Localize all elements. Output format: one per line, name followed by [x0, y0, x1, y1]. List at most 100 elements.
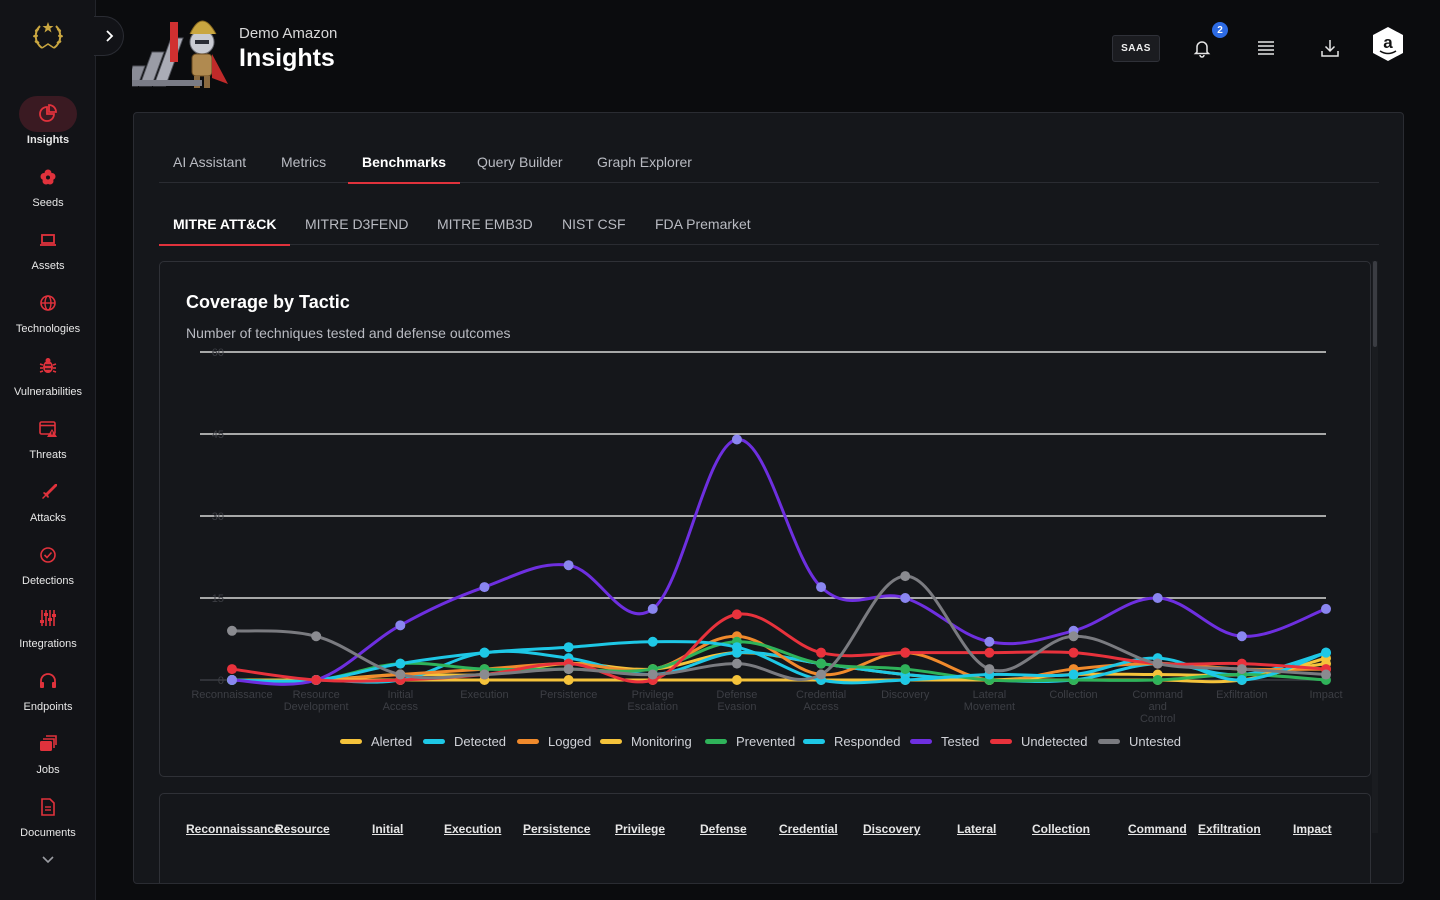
- chevron-down-icon[interactable]: [40, 852, 56, 868]
- menu-list-button[interactable]: [1254, 36, 1278, 60]
- spartan-mascot-icon: [132, 20, 228, 88]
- data-point-monitoring: [731, 675, 742, 685]
- sidebar-item-jobs[interactable]: Jobs: [0, 726, 96, 786]
- legend-swatch-prevented: [705, 739, 727, 744]
- sidebar-item-seeds[interactable]: Seeds: [0, 159, 96, 219]
- tab-mitre-d3fend[interactable]: MITRE D3FEND: [305, 216, 409, 232]
- tactics-table-card: Reconnaissance Resource Initial Execution Pe…: [159, 793, 1371, 883]
- legend-label-alerted: Alerted: [371, 734, 412, 749]
- table-header-defense[interactable]: Defense: [700, 822, 747, 836]
- flower-icon: [40, 169, 56, 185]
- data-point-responded: [900, 675, 911, 685]
- plan-badge[interactable]: SAAS: [1112, 35, 1160, 62]
- table-header-collection[interactable]: Collection: [1032, 822, 1091, 836]
- sidebar-item-detections[interactable]: Detections: [0, 537, 96, 597]
- amazon-avatar-icon[interactable]: a: [1370, 26, 1406, 62]
- sidebar-icon-wrap: [19, 348, 77, 384]
- y-tick-label: 45: [212, 429, 224, 441]
- data-point-tested: [816, 582, 827, 593]
- data-point-tested: [984, 636, 995, 647]
- sidebar-item-label: Documents: [20, 827, 76, 839]
- data-point-untested: [1321, 669, 1331, 680]
- series-line-tested: [230, 437, 1328, 686]
- sidebar-item-label: Insights: [26, 134, 70, 146]
- tab-mitre-att-ck[interactable]: MITRE ATT&CK: [159, 203, 291, 246]
- table-header-initial[interactable]: Initial: [372, 822, 404, 836]
- tab-benchmarks[interactable]: Benchmarks: [348, 141, 461, 184]
- coverage-line-chart: 0 15 30 45 60 Reconnaissance Resource Developme…: [191, 347, 1342, 749]
- download-icon: [1321, 40, 1339, 57]
- sidebar-item-label: Vulnerabilities: [13, 386, 83, 398]
- data-point-undetected: [227, 664, 237, 675]
- sidebar-item-label: Assets: [31, 260, 65, 272]
- legend-swatch-untested: [1098, 739, 1120, 744]
- legend-label-monitoring: Monitoring: [631, 734, 692, 749]
- table-header-command[interactable]: Command: [1128, 822, 1187, 836]
- notifications-button[interactable]: [1190, 36, 1214, 60]
- tab-ai-assistant[interactable]: AI Assistant: [173, 154, 247, 170]
- x-tick-label: Persistence: [540, 689, 597, 701]
- scrollbar-thumb[interactable]: [1373, 261, 1377, 347]
- sidebar-icon-wrap: [19, 222, 77, 258]
- sidebar-item-vulnerabilities[interactable]: Vulnerabilities: [0, 348, 96, 408]
- pie-chart-icon: [39, 104, 57, 122]
- sidebar-collapse-button[interactable]: [94, 16, 124, 56]
- table-header-credential[interactable]: Credential: [779, 822, 838, 836]
- sidebar-item-integrations[interactable]: Integrations: [0, 600, 96, 660]
- x-tick-label: Execution: [460, 689, 508, 701]
- table-header-impact[interactable]: Impact: [1293, 822, 1332, 836]
- data-point-untested: [984, 664, 995, 675]
- data-point-untested: [731, 658, 742, 669]
- sidebar-item-label: Attacks: [29, 512, 67, 524]
- table-header-reconnaissance[interactable]: Reconnaissance: [186, 822, 281, 836]
- table-header-exfiltration[interactable]: Exfiltration: [1198, 822, 1261, 836]
- data-point-prevented: [900, 664, 911, 675]
- sidebar-item-endpoints[interactable]: Endpoints: [0, 663, 96, 723]
- table-header-persistence[interactable]: Persistence: [523, 822, 591, 836]
- tab-graph-explorer[interactable]: Graph Explorer: [597, 154, 692, 170]
- main-panel: AI Assistant Metrics Benchmarks Query Build…: [133, 112, 1404, 884]
- legend-swatch-undetected: [990, 739, 1012, 744]
- sidebar-item-attacks[interactable]: Attacks: [0, 474, 96, 534]
- data-point-responded: [647, 636, 658, 647]
- sidebar-icon-wrap: [19, 411, 77, 447]
- data-point-responded: [1321, 647, 1331, 658]
- data-point-tested: [479, 582, 490, 593]
- data-point-responded: [731, 642, 742, 653]
- data-point-undetected: [984, 647, 995, 658]
- series-line-undetected: [230, 612, 1328, 684]
- data-point-untested: [311, 631, 322, 642]
- data-point-untested: [479, 669, 490, 680]
- sidebar-item-documents[interactable]: Documents: [0, 789, 96, 849]
- y-tick-label: 60: [212, 347, 224, 359]
- table-header-execution[interactable]: Execution: [444, 822, 502, 836]
- table-header-lateral[interactable]: Lateral: [957, 822, 997, 836]
- sword-icon: [42, 484, 57, 499]
- download-button[interactable]: [1318, 36, 1342, 60]
- sidebar-icon-wrap: [19, 285, 77, 321]
- tab-metrics[interactable]: Metrics: [281, 154, 327, 170]
- laurel-logo-icon[interactable]: [28, 16, 68, 56]
- y-tick-label: 15: [212, 593, 224, 605]
- scrollbar-track[interactable]: [1372, 261, 1378, 833]
- data-point-prevented: [816, 658, 827, 669]
- tab-query-builder[interactable]: Query Builder: [477, 154, 563, 170]
- table-header-discovery[interactable]: Discovery: [863, 822, 921, 836]
- sidebar-item-insights[interactable]: Insights: [0, 96, 96, 156]
- table-header-resource[interactable]: Resource: [275, 822, 330, 836]
- sidebar-item-label: Threats: [29, 449, 67, 461]
- tab-nist-csf[interactable]: NIST CSF: [562, 216, 626, 232]
- primary-tabs: AI Assistant Metrics Benchmarks Query Build…: [159, 141, 1379, 184]
- table-header-privilege[interactable]: Privilege: [615, 822, 666, 836]
- tab-fda-premarket[interactable]: FDA Premarket: [655, 216, 751, 232]
- tab-mitre-emb3d[interactable]: MITRE EMB3D: [437, 216, 533, 232]
- sidebar-item-technologies[interactable]: Technologies: [0, 285, 96, 345]
- sidebar-item-assets[interactable]: Assets: [0, 222, 96, 282]
- legend-swatch-monitoring: [600, 739, 622, 744]
- sidebar-icon-wrap: [19, 96, 77, 132]
- sidebar-icon-wrap: [19, 663, 77, 699]
- data-point-undetected: [311, 675, 322, 685]
- data-point-tested: [227, 675, 237, 685]
- sliders-icon: [40, 610, 56, 626]
- sidebar-item-threats[interactable]: Threats: [0, 411, 96, 471]
